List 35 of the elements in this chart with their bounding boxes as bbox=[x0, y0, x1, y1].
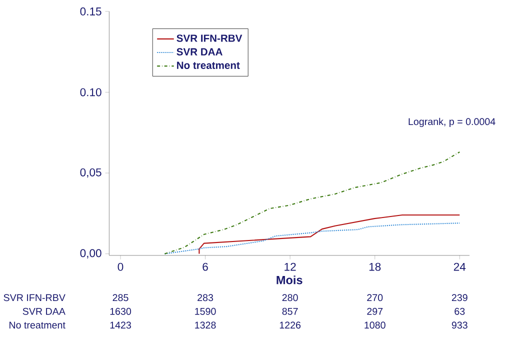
x-tick-label: 12 bbox=[284, 262, 296, 271]
text: 933 bbox=[452, 322, 468, 329]
text: 1328 bbox=[195, 322, 216, 329]
y-tick-label: 0,05 bbox=[80, 168, 102, 178]
text: 1226 bbox=[280, 322, 301, 329]
text: 1590 bbox=[195, 308, 216, 315]
line-series bbox=[198, 214, 460, 254]
annotation: Logrank, p = 0.0004 bbox=[408, 118, 496, 128]
x-axis-title: Mois bbox=[276, 276, 302, 284]
x-tick-label: 18 bbox=[369, 262, 381, 271]
text: 1080 bbox=[364, 322, 386, 329]
text: SVR DAA bbox=[22, 308, 66, 315]
text: 857 bbox=[282, 308, 298, 315]
text: 1423 bbox=[110, 322, 131, 329]
text: 1630 bbox=[110, 308, 132, 315]
text: 270 bbox=[367, 294, 383, 302]
text: No treatment bbox=[10, 322, 66, 329]
text: SVR IFN-RBV bbox=[4, 294, 66, 302]
line-series bbox=[164, 152, 460, 254]
x-tick-label: 6 bbox=[202, 262, 208, 271]
y-tick-label: 0.10 bbox=[80, 88, 102, 96]
text: 280 bbox=[282, 294, 298, 302]
y-tick-label: 0.15 bbox=[80, 8, 102, 16]
text: 297 bbox=[367, 308, 383, 315]
line-series bbox=[164, 222, 460, 254]
legend-label: SVR DAA bbox=[176, 48, 222, 56]
text: 239 bbox=[452, 294, 468, 302]
x-tick-label: 24 bbox=[454, 262, 466, 271]
y-tick-label: 0,00 bbox=[80, 249, 102, 259]
legend-label: No treatment bbox=[177, 62, 240, 70]
text: 283 bbox=[198, 294, 214, 302]
text: 285 bbox=[112, 294, 128, 302]
text: 63 bbox=[454, 308, 465, 315]
legend-label: SVR IFN-RBV bbox=[176, 34, 242, 42]
x-tick-label: 0 bbox=[118, 262, 124, 271]
